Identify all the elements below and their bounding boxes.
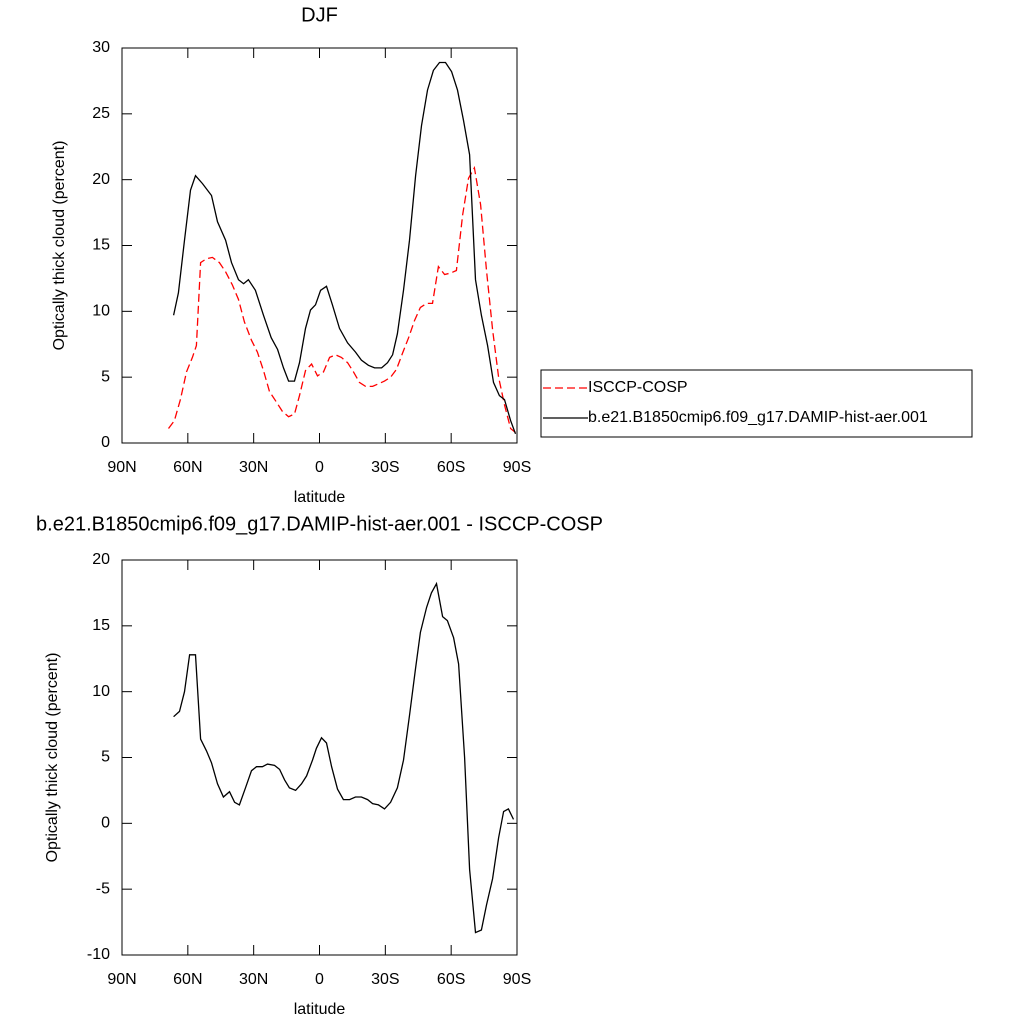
x-tick-label: 0 (315, 459, 324, 476)
y-axis-label: Optically thick cloud (percent) (44, 653, 61, 863)
data-line (172, 61, 517, 435)
legend-label: ISCCP-COSP (588, 379, 688, 396)
y-tick-label: 20 (92, 171, 110, 188)
y-tick-label: 0 (101, 434, 110, 451)
x-tick-label: 60N (173, 459, 202, 476)
y-tick-label: 15 (92, 617, 110, 634)
y-tick-label: 10 (92, 303, 110, 320)
x-tick-label: 60S (437, 459, 465, 476)
y-tick-label: 10 (92, 683, 110, 700)
data-line (167, 165, 516, 434)
x-tick-label: 30N (239, 459, 268, 476)
y-tick-label: 0 (101, 815, 110, 832)
x-tick-label: 30S (371, 459, 399, 476)
legend-label: b.e21.B1850cmip6.f09_g17.DAMIP-hist-aer.… (588, 409, 928, 426)
y-tick-label: -10 (87, 946, 110, 963)
y-tick-label: 30 (92, 39, 110, 56)
y-tick-label: 20 (92, 551, 110, 568)
plot-frame (121, 559, 518, 956)
chart-title: DJF (301, 4, 338, 26)
x-tick-label: 90N (107, 971, 136, 988)
x-tick-label: 0 (315, 971, 324, 988)
y-axis-label: Optically thick cloud (percent) (51, 141, 68, 351)
y-tick-label: 5 (101, 368, 110, 385)
x-axis-label: latitude (294, 489, 346, 506)
y-tick-label: 15 (92, 237, 110, 254)
x-tick-label: 90S (503, 971, 531, 988)
data-line (173, 581, 515, 934)
x-tick-label: 60S (437, 971, 465, 988)
plot-frame (121, 47, 518, 444)
x-tick-label: 90S (503, 459, 531, 476)
y-tick-label: 25 (92, 105, 110, 122)
x-axis-label: latitude (294, 1001, 346, 1018)
chart-title: b.e21.B1850cmip6.f09_g17.DAMIP-hist-aer.… (36, 513, 603, 535)
legend-box (540, 369, 973, 438)
x-tick-label: 30N (239, 971, 268, 988)
x-tick-label: 60N (173, 971, 202, 988)
x-tick-label: 30S (371, 971, 399, 988)
y-tick-label: -5 (96, 880, 110, 897)
y-tick-label: 5 (101, 749, 110, 766)
x-tick-label: 90N (107, 459, 136, 476)
